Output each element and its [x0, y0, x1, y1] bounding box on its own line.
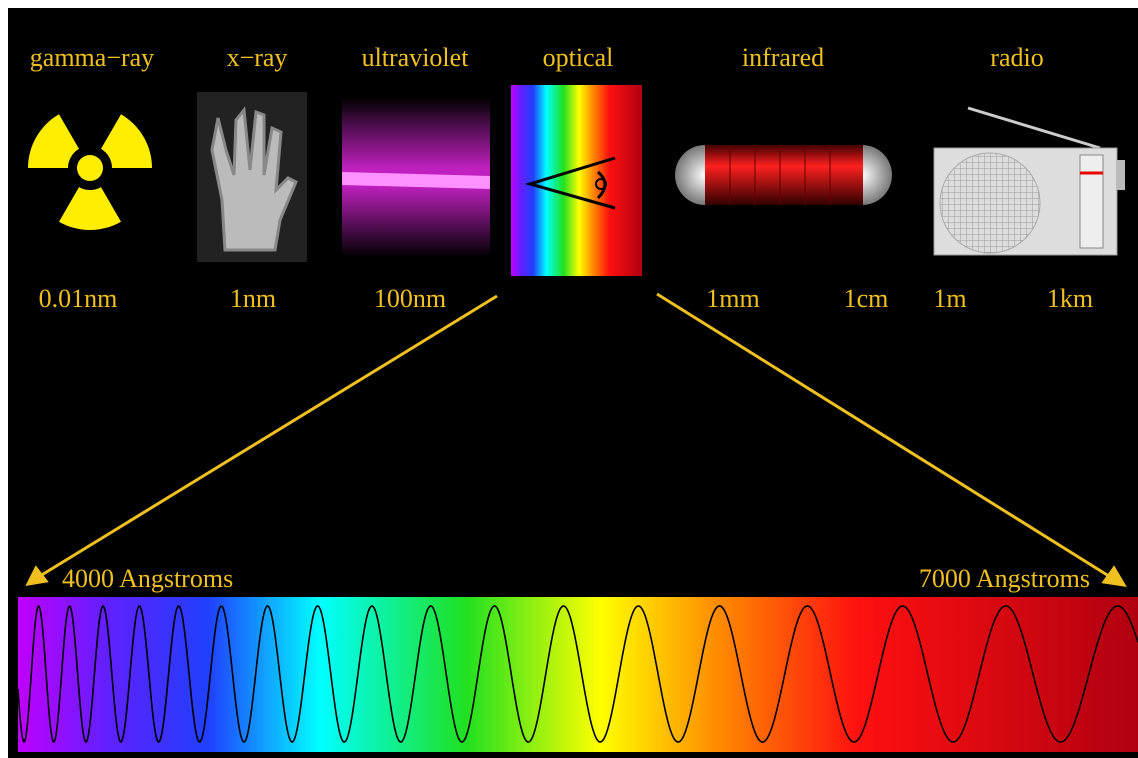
optical-icon: [511, 85, 642, 276]
wavelength-label: 1mm: [706, 284, 759, 313]
wavelength-label: 0.01nm: [39, 284, 118, 313]
wavelength-label: 100nm: [374, 284, 446, 313]
range-start-label: 4000 Angstroms: [62, 564, 233, 593]
visible-spectrum: [18, 597, 1138, 752]
band-label: optical: [543, 43, 614, 72]
band-label: radio: [990, 43, 1043, 72]
xray-hand-icon: [197, 92, 307, 262]
spectrum-diagram: gamma−ray x−ray ultraviolet optical infr…: [0, 0, 1138, 758]
band-label: infrared: [742, 43, 824, 72]
wavelength-label: 1nm: [230, 284, 276, 313]
band-label: gamma−ray: [30, 43, 154, 72]
band-label: x−ray: [227, 43, 288, 72]
wavelength-label: 1cm: [844, 284, 889, 313]
infrared-icon: [675, 145, 892, 205]
wavelength-label: 1km: [1047, 284, 1093, 313]
uv-icon: [342, 97, 490, 257]
range-end-label: 7000 Angstroms: [919, 564, 1090, 593]
band-label: ultraviolet: [362, 43, 470, 72]
wavelength-label: 1m: [933, 284, 966, 313]
